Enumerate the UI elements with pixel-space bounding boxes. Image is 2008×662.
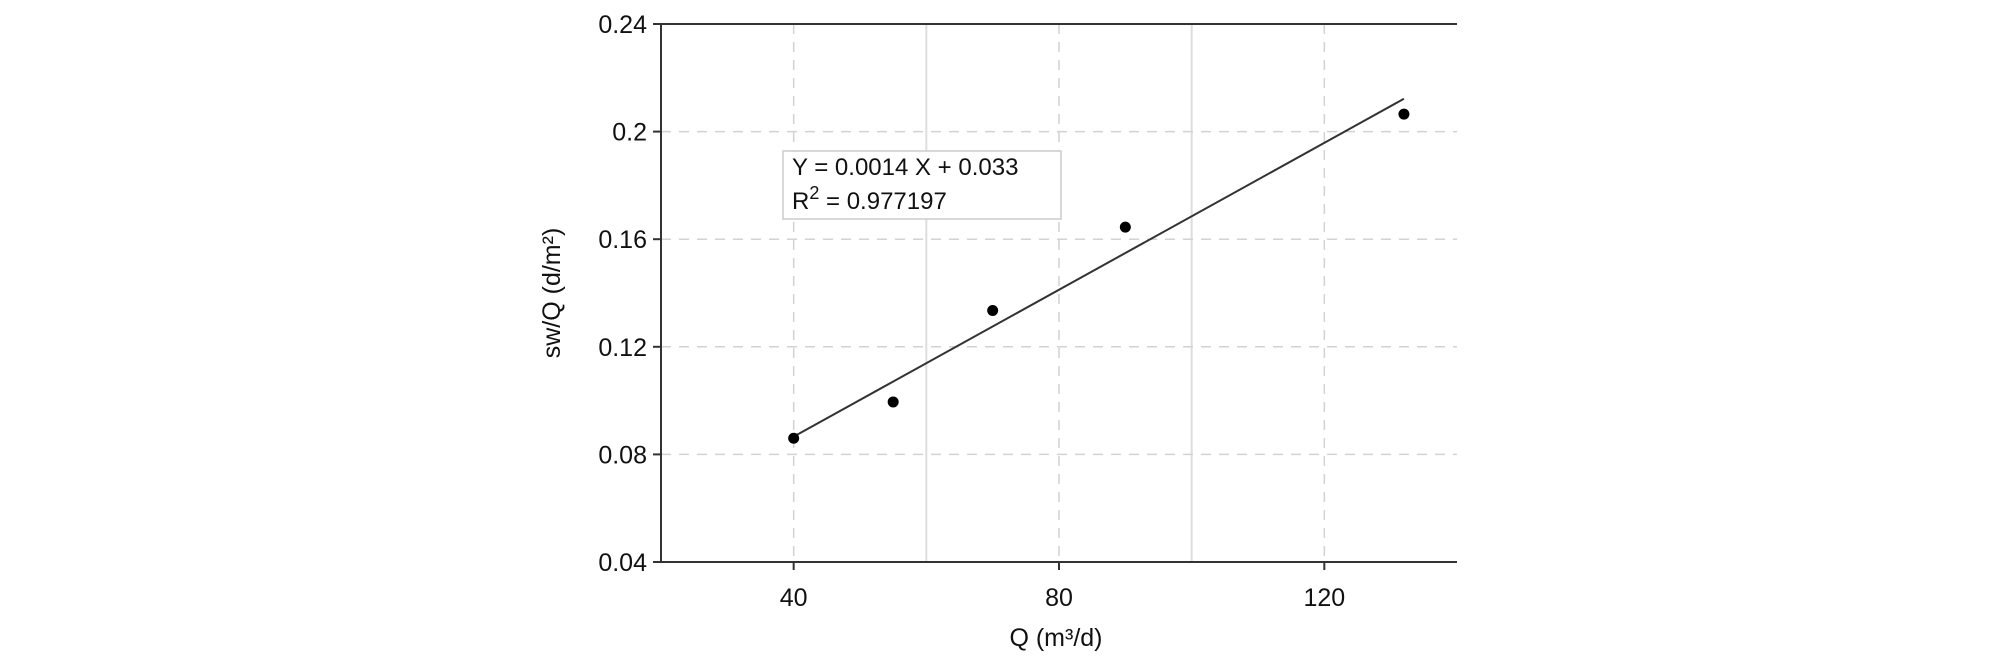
grid-layer bbox=[661, 24, 1457, 562]
fit-line-layer bbox=[793, 97, 1405, 438]
regression-equation: Y = 0.0014 X + 0.033 bbox=[792, 154, 1018, 181]
data-point-2 bbox=[887, 396, 899, 408]
data-point-5 bbox=[1398, 108, 1410, 120]
r-squared-label: R2 = 0.977197 bbox=[792, 183, 947, 215]
data-point-1 bbox=[788, 432, 800, 444]
x-tick-label-120: 120 bbox=[1303, 584, 1345, 612]
x-tick-label-40: 40 bbox=[780, 584, 808, 612]
y-axis-title: sw/Q (d/m²) bbox=[538, 228, 566, 359]
regression-annotation: Y = 0.0014 X + 0.033 R2 = 0.977197 bbox=[782, 150, 1062, 220]
data-point-3 bbox=[987, 304, 999, 316]
y-tick-label-0.24: 0.24 bbox=[598, 11, 647, 39]
data-point-4 bbox=[1119, 221, 1131, 233]
regression-fit-line bbox=[793, 97, 1405, 438]
annotation-box bbox=[782, 150, 1062, 220]
y-tick-label-0.04: 0.04 bbox=[598, 549, 647, 577]
y-tick-label-0.2: 0.2 bbox=[612, 119, 647, 147]
y-tick-label-0.12: 0.12 bbox=[598, 334, 647, 362]
r-squared-superscript: 2 bbox=[809, 183, 819, 203]
r-squared-value: = 0.977197 bbox=[819, 188, 946, 215]
axes-layer: 0.04 0.08 0.12 0.16 0.2 0.24 40 80 120 bbox=[598, 11, 1457, 612]
x-tick-label-80: 80 bbox=[1045, 584, 1073, 612]
data-points-layer bbox=[788, 108, 1410, 444]
y-tick-label-0.08: 0.08 bbox=[598, 441, 647, 469]
y-tick-label-0.16: 0.16 bbox=[598, 226, 647, 254]
x-axis-title: Q (m³/d) bbox=[1009, 624, 1102, 652]
r-squared-prefix: R bbox=[792, 188, 809, 215]
